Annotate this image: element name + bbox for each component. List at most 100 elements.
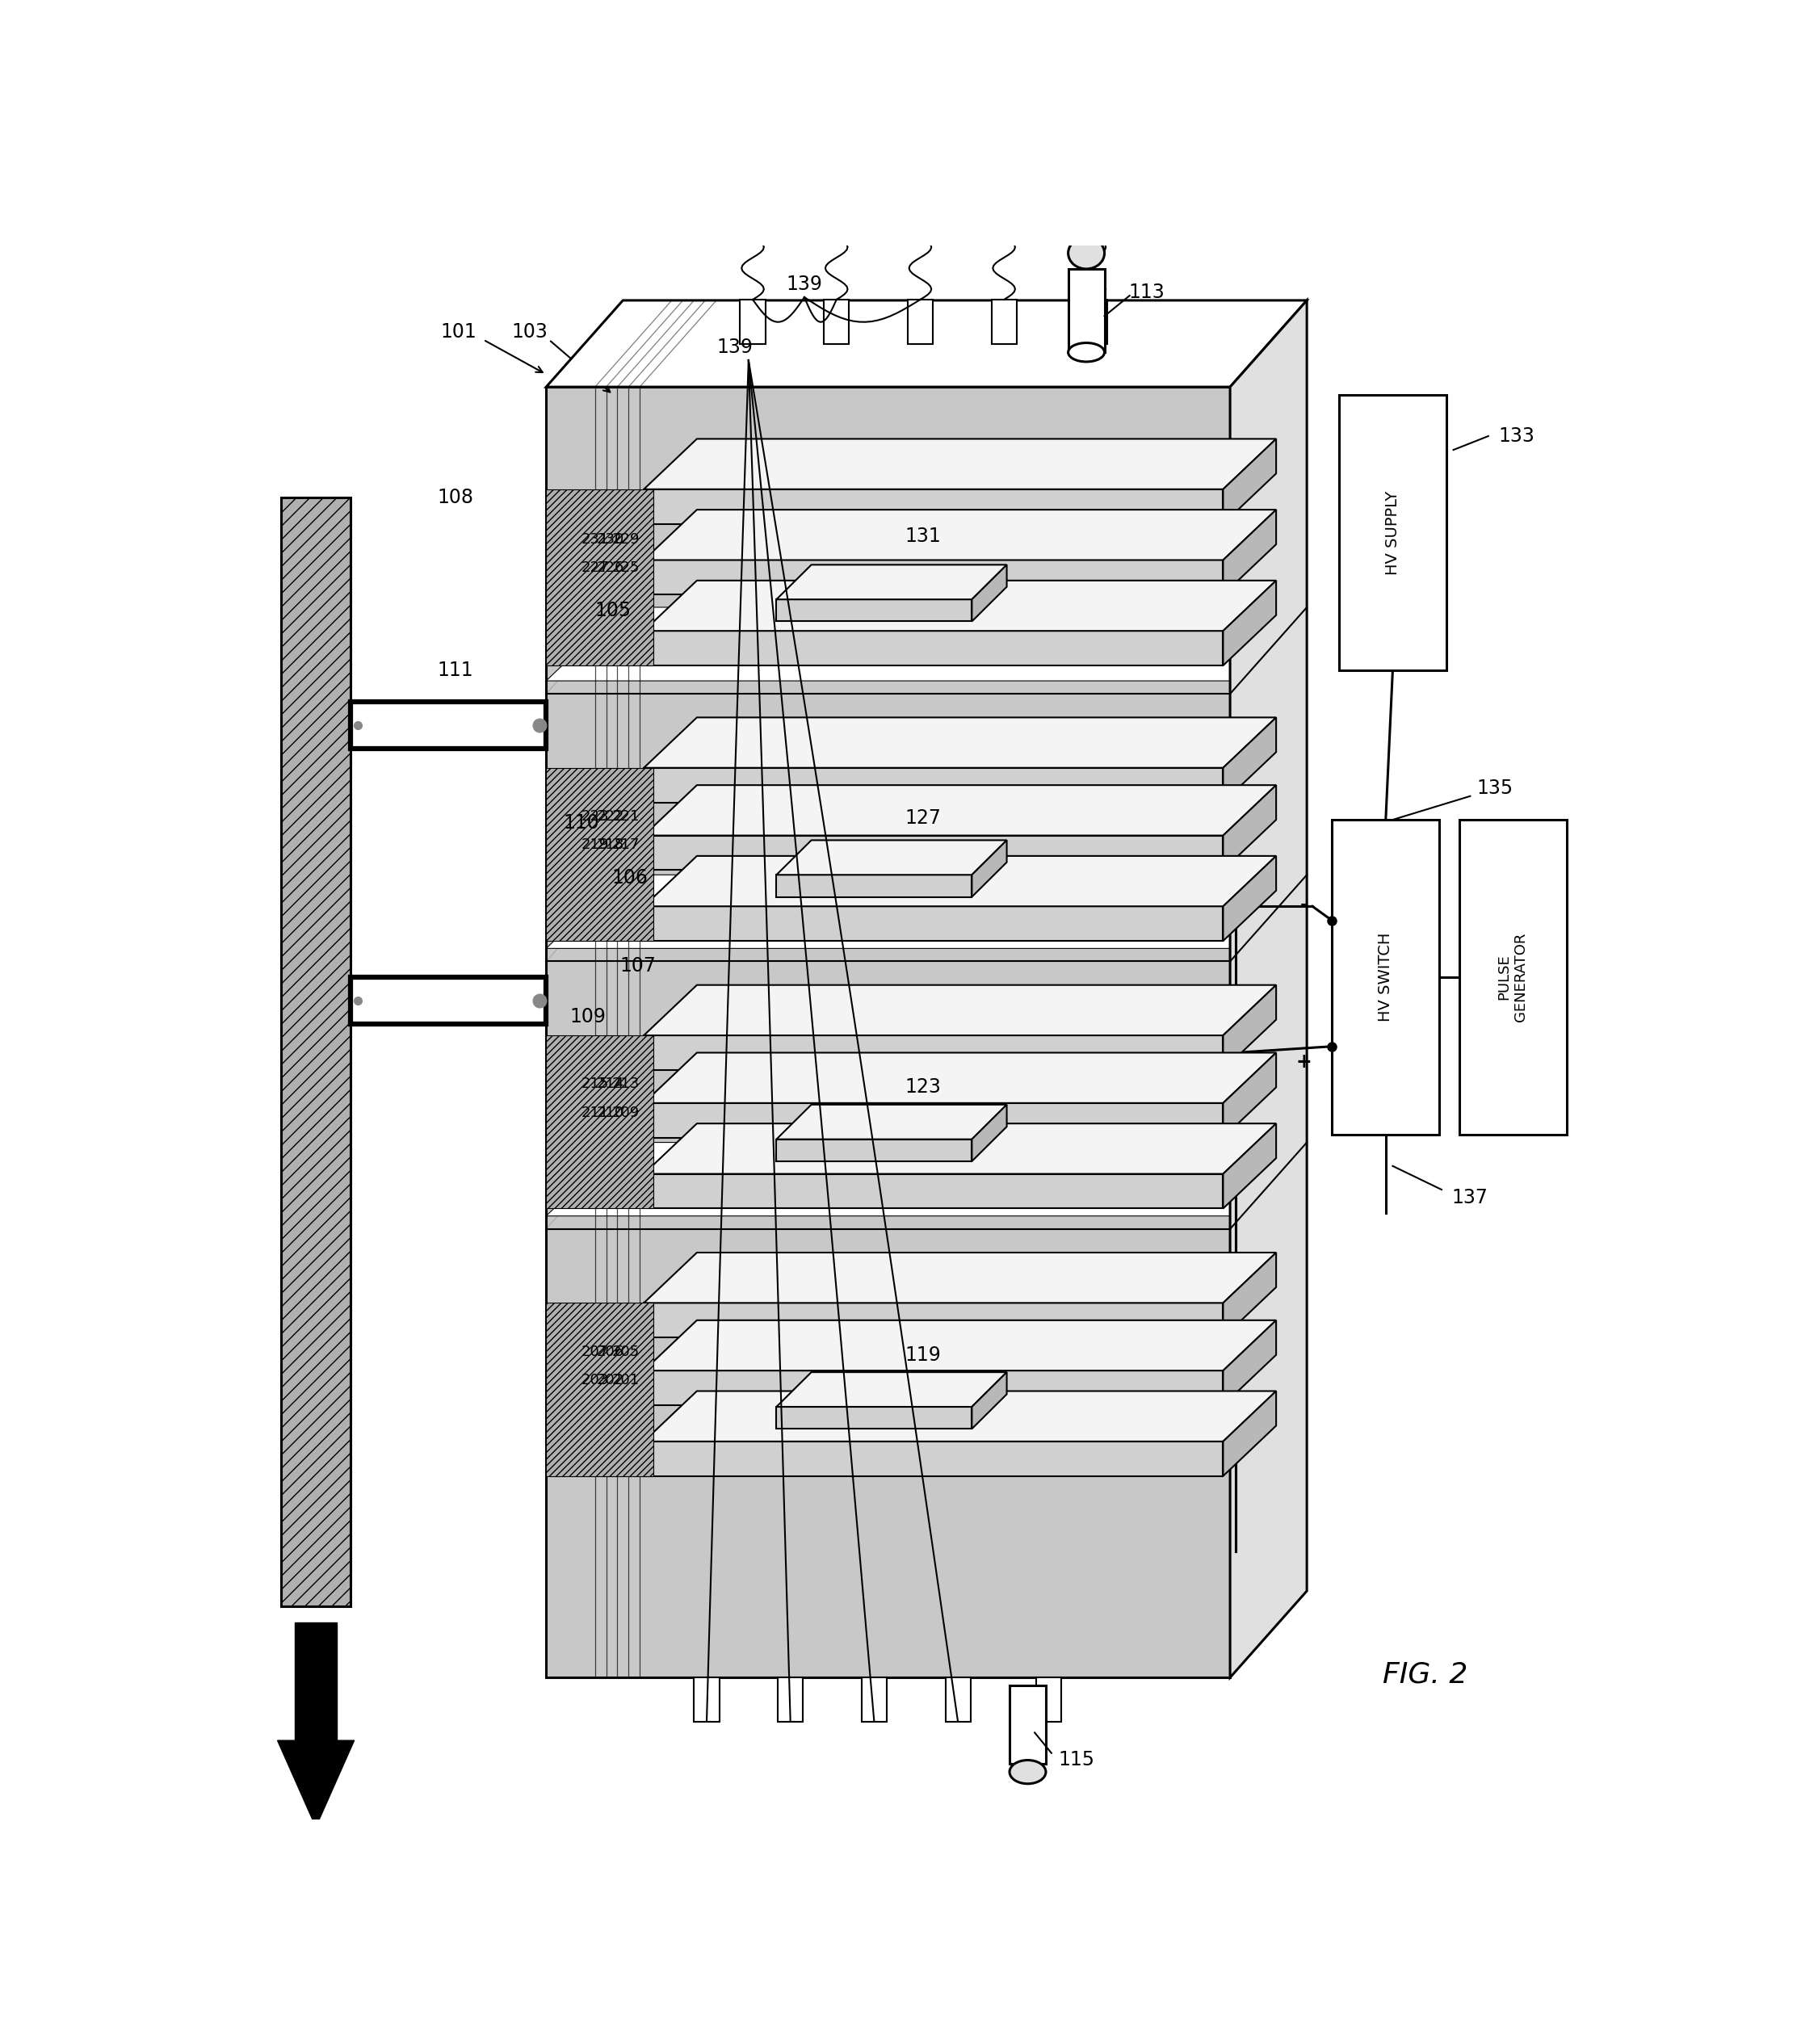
- Polygon shape: [973, 1104, 1007, 1161]
- Bar: [1338, 394, 1446, 670]
- Text: 108: 108: [438, 486, 474, 507]
- Text: 219: 219: [582, 838, 609, 852]
- Polygon shape: [1230, 300, 1308, 1678]
- Bar: [295, 1623, 337, 1741]
- Polygon shape: [645, 1302, 1223, 1337]
- Polygon shape: [645, 632, 1223, 666]
- Text: 201: 201: [612, 1374, 639, 1388]
- Polygon shape: [645, 1173, 1223, 1208]
- Polygon shape: [546, 1143, 1308, 1216]
- Polygon shape: [1223, 856, 1277, 940]
- Polygon shape: [645, 856, 1277, 905]
- Ellipse shape: [1068, 343, 1104, 362]
- Bar: [351, 701, 546, 748]
- Text: 131: 131: [904, 527, 942, 546]
- Text: 133: 133: [1498, 427, 1534, 446]
- Polygon shape: [645, 509, 1277, 560]
- Text: 225: 225: [612, 560, 639, 574]
- Bar: [1068, 270, 1104, 352]
- Polygon shape: [645, 1372, 1223, 1404]
- Text: 223: 223: [582, 809, 609, 824]
- Bar: [946, 1678, 971, 1721]
- Text: 139: 139: [787, 276, 823, 294]
- Polygon shape: [1223, 580, 1277, 666]
- Text: +: +: [1297, 1053, 1313, 1071]
- Text: -: -: [1300, 895, 1308, 914]
- Polygon shape: [1223, 1253, 1277, 1337]
- Polygon shape: [645, 580, 1277, 632]
- Polygon shape: [645, 985, 1277, 1036]
- Text: 202: 202: [596, 1374, 625, 1388]
- Bar: [823, 300, 848, 343]
- Bar: [1459, 820, 1567, 1134]
- Polygon shape: [645, 1392, 1277, 1441]
- Polygon shape: [645, 1320, 1277, 1372]
- Polygon shape: [1223, 1320, 1277, 1404]
- Text: 207: 207: [582, 1345, 609, 1359]
- Bar: [908, 300, 933, 343]
- Polygon shape: [1223, 1053, 1277, 1139]
- Polygon shape: [546, 875, 1308, 948]
- Text: 107: 107: [620, 957, 656, 975]
- Polygon shape: [1223, 1124, 1277, 1208]
- Polygon shape: [645, 439, 1277, 489]
- Polygon shape: [645, 489, 1223, 523]
- Bar: [1010, 1686, 1046, 1764]
- Text: 211: 211: [582, 1106, 609, 1120]
- Polygon shape: [1223, 439, 1277, 523]
- Text: 123: 123: [904, 1077, 942, 1098]
- Polygon shape: [645, 1441, 1223, 1476]
- Polygon shape: [645, 1053, 1277, 1104]
- Text: FIG. 2: FIG. 2: [1383, 1660, 1468, 1688]
- Polygon shape: [645, 905, 1223, 940]
- Text: 106: 106: [612, 869, 648, 887]
- Text: 203: 203: [582, 1374, 609, 1388]
- Polygon shape: [645, 769, 1223, 803]
- Text: 139: 139: [717, 337, 753, 358]
- Polygon shape: [973, 1372, 1007, 1429]
- Text: 137: 137: [1452, 1188, 1488, 1208]
- Polygon shape: [973, 840, 1007, 897]
- Text: 217: 217: [612, 838, 639, 852]
- Bar: [740, 300, 765, 343]
- Polygon shape: [776, 1406, 973, 1429]
- Text: 215: 215: [582, 1077, 609, 1091]
- Text: HV SUPPLY: HV SUPPLY: [1385, 491, 1401, 574]
- Text: 135: 135: [1477, 779, 1513, 797]
- Bar: [1036, 1678, 1061, 1721]
- Polygon shape: [645, 1253, 1277, 1302]
- Bar: [991, 300, 1016, 343]
- Bar: [861, 1678, 886, 1721]
- Polygon shape: [546, 607, 1308, 681]
- Text: 210: 210: [596, 1106, 625, 1120]
- Bar: [693, 1678, 719, 1721]
- Bar: [546, 489, 654, 666]
- Text: 111: 111: [438, 660, 474, 681]
- Text: HV SWITCH: HV SWITCH: [1378, 932, 1394, 1022]
- Polygon shape: [776, 840, 1007, 875]
- Polygon shape: [645, 1036, 1223, 1069]
- Polygon shape: [1223, 509, 1277, 595]
- Bar: [546, 769, 654, 940]
- Text: 231: 231: [582, 531, 609, 548]
- Polygon shape: [645, 717, 1277, 769]
- Text: 119: 119: [904, 1345, 942, 1365]
- Polygon shape: [645, 1104, 1223, 1139]
- Text: 206: 206: [596, 1345, 625, 1359]
- Polygon shape: [645, 560, 1223, 595]
- Text: 113: 113: [1127, 282, 1165, 303]
- Polygon shape: [776, 599, 973, 621]
- Text: 218: 218: [596, 838, 625, 852]
- Text: 109: 109: [569, 1008, 607, 1026]
- Text: 214: 214: [596, 1077, 625, 1091]
- Polygon shape: [1223, 717, 1277, 803]
- Polygon shape: [546, 300, 1308, 386]
- Text: 110: 110: [564, 814, 600, 832]
- Polygon shape: [1223, 985, 1277, 1069]
- Polygon shape: [1223, 1392, 1277, 1476]
- Polygon shape: [645, 785, 1277, 836]
- Bar: [281, 497, 351, 1607]
- Polygon shape: [776, 875, 973, 897]
- Text: 105: 105: [594, 601, 632, 619]
- Text: 222: 222: [596, 809, 625, 824]
